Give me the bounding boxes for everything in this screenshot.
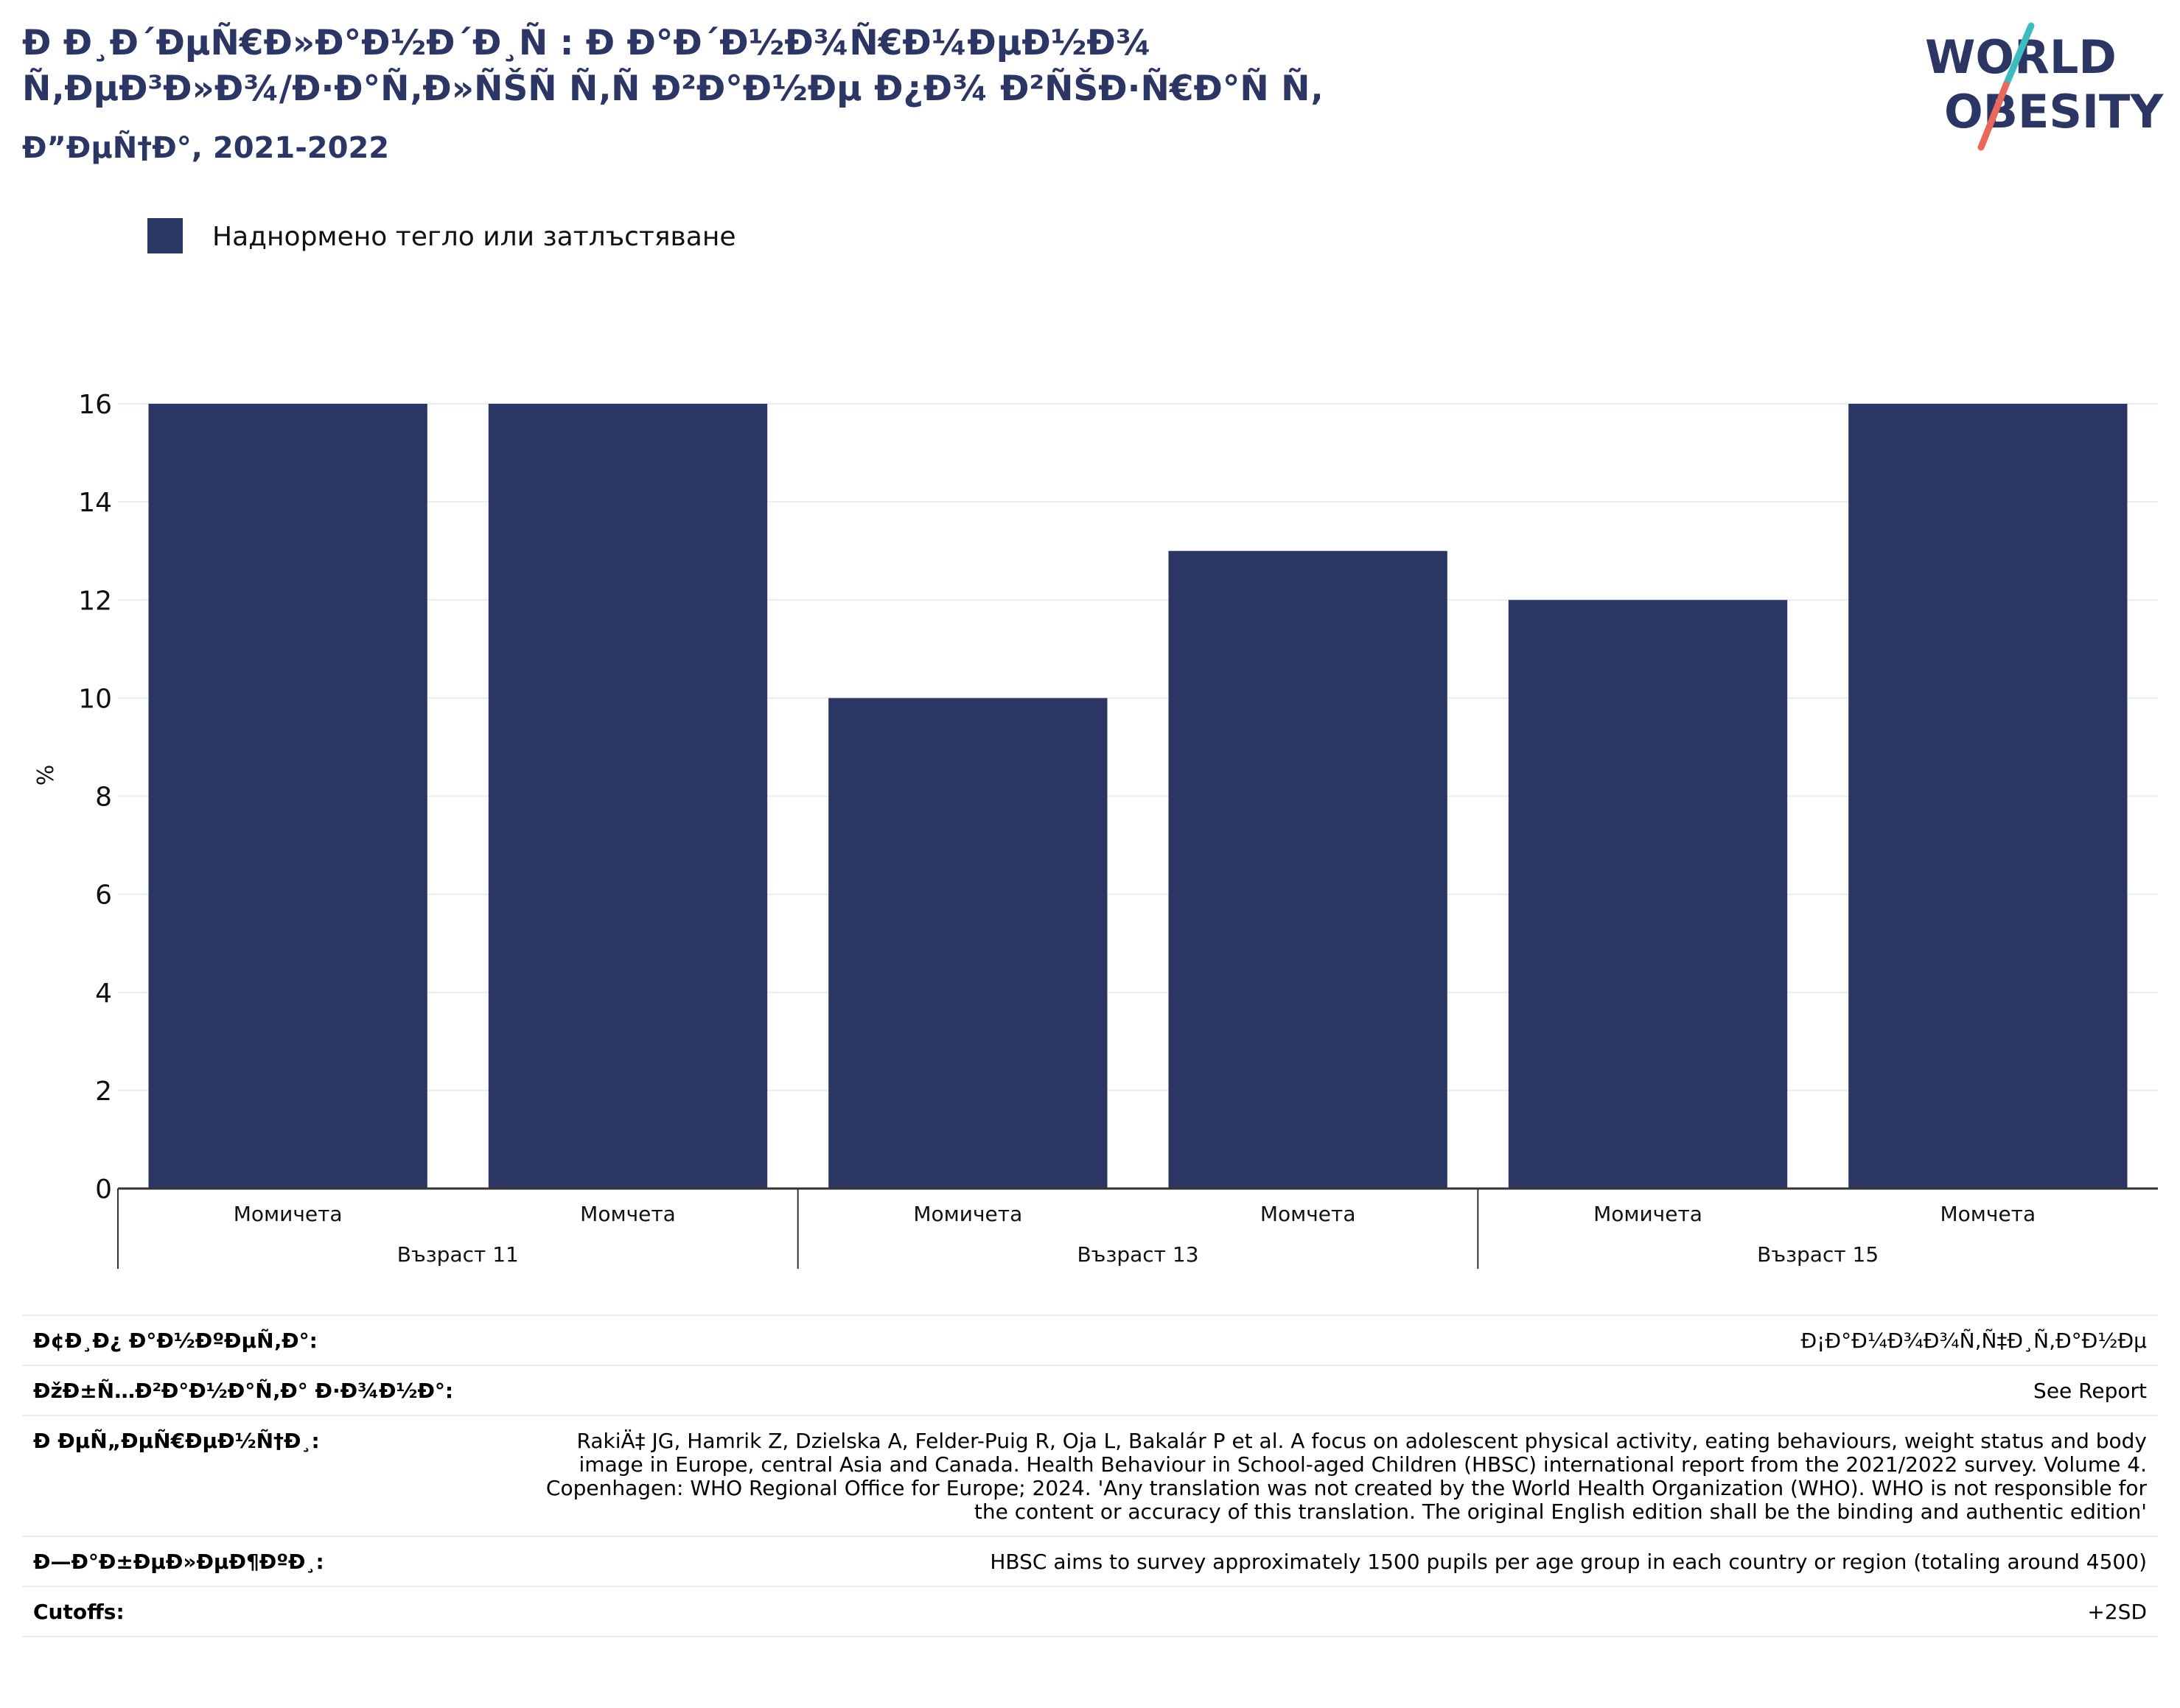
survey-type-label: Ð¢Ð¸Ð¿ Ð°Ð½ÐºÐµÑ‚Ð°: <box>33 1329 318 1353</box>
y-tick-label: 12 <box>78 586 112 616</box>
x-tick-label: Момичета <box>913 1202 1022 1226</box>
bar <box>828 698 1108 1189</box>
chart-title-line-1: Ð Ð¸Ð´ÐµÑ€Ð»Ð°Ð½Ð´Ð¸Ñ : Ð Ð°Ð´Ð½Ð¾Ñ€Ð¼Ðµ… <box>22 23 1152 63</box>
x-tick-label: Момчета <box>580 1202 676 1226</box>
bar-chart: Наднормено тегло или затлъстяване 0 2 4 6 8 10… <box>33 218 2158 1269</box>
legend-label: Наднормено тегло или затлъстяване <box>212 222 736 252</box>
y-tick-label: 14 <box>78 488 112 518</box>
survey-type-row: Ð¢Ð¸Ð¿ Ð°Ð½ÐºÐµÑ‚Ð°: Ð¡Ð°Ð¼Ð¾Ð¾Ñ‚Ñ‡Ð¸Ñ‚Ð… <box>22 1316 2158 1366</box>
y-tick-label: 4 <box>95 979 112 1009</box>
y-axis-label: % <box>33 765 59 786</box>
y-tick-label: 2 <box>95 1077 112 1107</box>
x-tick-label: Момчета <box>1260 1202 1356 1226</box>
chart-title-line-2: Ñ‚ÐµÐ³Ð»Ð¾/Ð·Ð°Ñ‚Ð»ÑŠÑ Ñ‚Ñ Ð²Ð°Ð½Ðµ Ð¿Ð¾… <box>22 69 1324 109</box>
coverage-label: ÐžÐ±Ñ…Ð²Ð°Ð½Ð°Ñ‚Ð° Ð·Ð¾Ð½Ð°: <box>33 1379 454 1403</box>
y-tick-label: 8 <box>95 783 112 813</box>
y-tick-label: 0 <box>95 1175 112 1205</box>
x-tick-label: Момичета <box>1593 1202 1702 1226</box>
notes-label: Ð—Ð°Ð±ÐµÐ»ÐµÐ¶ÐºÐ¸: <box>33 1550 324 1574</box>
x-tick-label: Момичета <box>234 1202 343 1226</box>
cutoffs-row: Cutoffs: +2SD <box>22 1587 2158 1637</box>
group-label: Възраст 11 <box>397 1242 519 1267</box>
group-label: Възраст 15 <box>1757 1242 1879 1267</box>
logo-slash-top <box>2002 22 2035 88</box>
bar <box>488 404 768 1189</box>
y-tick-label: 10 <box>78 684 112 714</box>
world-obesity-logo: WORLD OBESITY <box>1925 22 2164 151</box>
references-label: Ð ÐµÑ„ÐµÑ€ÐµÐ½Ñ†Ð¸: <box>33 1429 320 1453</box>
survey-type-value: Ð¡Ð°Ð¼Ð¾Ð¾Ñ‚Ñ‡Ð¸Ñ‚Ð°Ð½Ðµ <box>1800 1329 2147 1353</box>
group-label: Възраст 13 <box>1077 1242 1198 1267</box>
references-row: Ð ÐµÑ„ÐµÑ€ÐµÐ½Ñ†Ð¸: RakiÄ‡ JG, Hamrik Z,… <box>22 1416 2158 1537</box>
x-tick-label: Момчета <box>1940 1202 2036 1226</box>
y-tick-label: 16 <box>78 390 112 420</box>
references-value: RakiÄ‡ JG, Hamrik Z, Dzielska A, Felder-… <box>545 1429 2147 1524</box>
title-block: Ð Ð¸Ð´ÐµÑ€Ð»Ð°Ð½Ð´Ð¸Ñ : Ð Ð°Ð´Ð½Ð¾Ñ€Ð¼Ðµ… <box>22 21 1865 165</box>
metadata-table: Ð¢Ð¸Ð¿ Ð°Ð½ÐºÐµÑ‚Ð°: Ð¡Ð°Ð¼Ð¾Ð¾Ñ‚Ñ‡Ð¸Ñ‚Ð… <box>22 1315 2158 1637</box>
bar <box>1848 404 2128 1189</box>
chart-subtitle: Ð”ÐµÑ†Ð°, 2021-2022 <box>22 131 390 165</box>
bar <box>1508 600 1788 1189</box>
cutoffs-label: Cutoffs: <box>33 1600 125 1624</box>
notes-value: HBSC aims to survey approximately 1500 p… <box>990 1550 2147 1574</box>
notes-row: Ð—Ð°Ð±ÐµÐ»ÐµÐ¶ÐºÐ¸: HBSC aims to survey … <box>22 1537 2158 1587</box>
legend-swatch <box>147 218 183 253</box>
y-tick-label: 6 <box>95 881 112 911</box>
bar <box>1168 550 1447 1189</box>
cutoffs-value: +2SD <box>2087 1600 2147 1624</box>
logo-word-obesity: OBESITY <box>1944 85 2164 139</box>
logo-slash-bottom <box>1977 81 2010 151</box>
coverage-row: ÐžÐ±Ñ…Ð²Ð°Ð½Ð°Ñ‚Ð° Ð·Ð¾Ð½Ð°: See Report <box>22 1366 2158 1416</box>
bar <box>148 404 427 1189</box>
coverage-value: See Report <box>2033 1379 2147 1403</box>
